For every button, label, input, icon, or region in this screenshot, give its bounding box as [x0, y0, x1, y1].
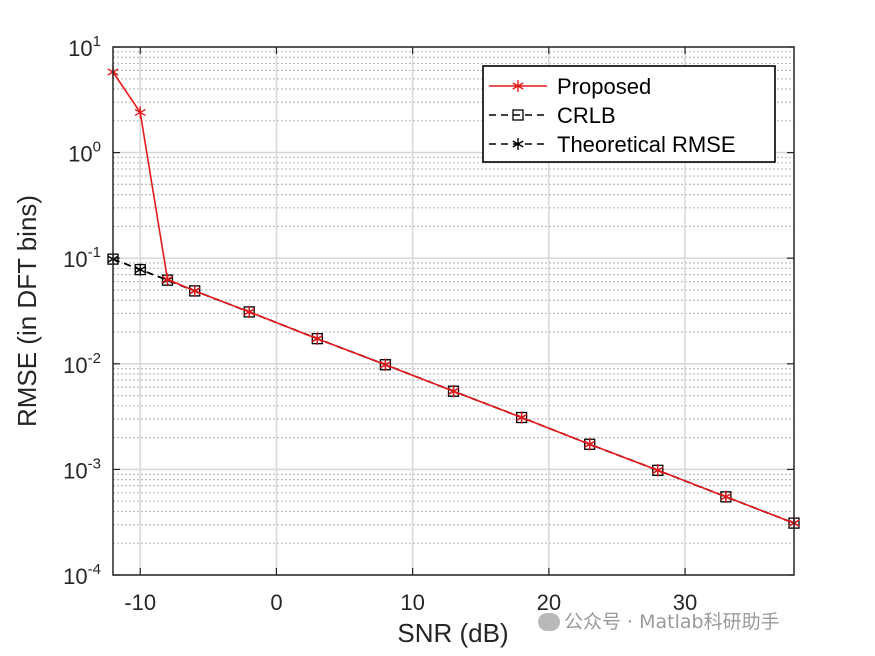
- legend-entry-theoretical-rmse: Theoretical RMSE: [489, 132, 736, 157]
- legend-label: Theoretical RMSE: [557, 132, 736, 157]
- x-axis-label: SNR (dB): [397, 618, 508, 648]
- y-tick-label: 100: [68, 139, 101, 167]
- legend-box: [482, 65, 776, 163]
- data-point-proposed: [516, 411, 528, 424]
- series-proposed: [107, 65, 800, 530]
- data-point-proposed: [447, 385, 460, 398]
- legend-label: CRLB: [557, 103, 616, 128]
- legend-marker: [512, 80, 524, 92]
- y-tick-label: 10-3: [63, 455, 101, 483]
- data-point-theoretical-rmse: [134, 263, 146, 276]
- data-point-proposed: [379, 358, 391, 371]
- data-point-proposed: [311, 332, 323, 345]
- x-tick-label: 30: [673, 590, 697, 615]
- y-tick-label: 10-1: [63, 244, 101, 272]
- tick-labels: -10 0 10 20 30 10-4 10-3 10-2 10-1 100 101: [63, 33, 794, 615]
- axes-box: [112, 46, 795, 576]
- x-tick-label: 10: [400, 590, 424, 615]
- x-tick-label: 20: [537, 590, 561, 615]
- legend-entry-proposed: Proposed: [489, 74, 651, 99]
- data-point-proposed: [243, 305, 255, 318]
- watermark-text: 公众号 · Matlab科研助手: [564, 611, 780, 633]
- y-tick-label: 10-4: [63, 561, 101, 589]
- legend: Proposed CRLB Theoretical RMSE: [482, 65, 776, 163]
- legend-entry-crlb: CRLB: [489, 103, 616, 128]
- series-layer: [107, 65, 800, 530]
- data-point-proposed: [161, 273, 174, 286]
- wechat-icon: [538, 613, 560, 631]
- legend-marker: [512, 109, 524, 121]
- x-tick-label: -10: [124, 590, 156, 615]
- y-tick-label: 101: [68, 33, 101, 61]
- y-axis-label: RMSE (in DFT bins): [12, 195, 42, 427]
- x-tick-label: 0: [270, 590, 282, 615]
- data-point-proposed: [189, 284, 201, 297]
- data-point-proposed: [720, 490, 732, 503]
- data-point-proposed: [134, 106, 146, 119]
- legend-label: Proposed: [557, 74, 651, 99]
- y-tick-label: 10-2: [63, 350, 101, 378]
- data-point-proposed: [652, 464, 664, 477]
- watermark: 公众号 · Matlab科研助手: [538, 607, 780, 634]
- data-point-proposed: [584, 438, 596, 451]
- legend-marker: [512, 138, 524, 150]
